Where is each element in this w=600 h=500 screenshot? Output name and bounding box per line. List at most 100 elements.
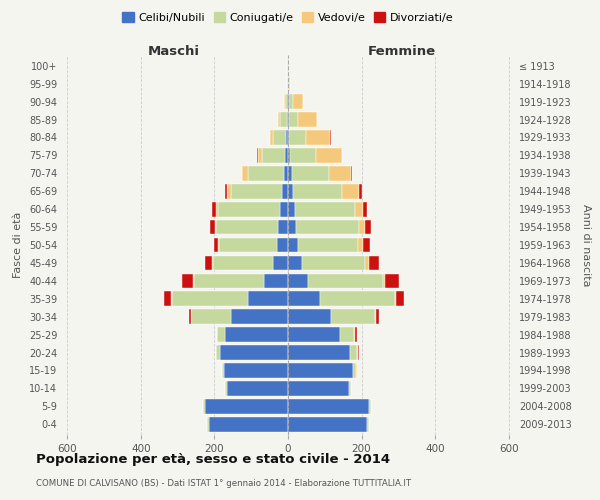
Bar <box>306 130 330 145</box>
Bar <box>288 328 340 342</box>
Bar <box>369 399 371 413</box>
Bar <box>189 310 191 324</box>
Bar <box>341 184 359 198</box>
Bar <box>226 381 227 396</box>
Bar <box>164 292 172 306</box>
Bar <box>355 202 363 216</box>
Bar <box>288 184 293 198</box>
Bar <box>329 166 351 180</box>
Bar <box>227 184 231 198</box>
Bar <box>308 274 383 288</box>
Bar <box>288 310 331 324</box>
Bar <box>212 202 216 216</box>
Bar <box>359 184 362 198</box>
Bar <box>298 112 317 127</box>
Bar <box>248 292 288 306</box>
Bar <box>365 220 371 234</box>
Bar <box>330 130 331 145</box>
Bar <box>242 166 248 180</box>
Bar <box>295 202 355 216</box>
Bar <box>331 310 375 324</box>
Bar <box>272 256 288 270</box>
Bar <box>287 112 288 127</box>
Bar <box>397 292 404 306</box>
Bar <box>355 328 357 342</box>
Text: Maschi: Maschi <box>148 44 200 58</box>
Bar <box>288 166 292 180</box>
Bar <box>375 310 376 324</box>
Bar <box>216 202 218 216</box>
Bar <box>288 417 367 432</box>
Legend: Celibi/Nubili, Coniugati/e, Vedovi/e, Divorziati/e: Celibi/Nubili, Coniugati/e, Vedovi/e, Di… <box>118 8 458 28</box>
Bar <box>217 328 226 342</box>
Bar <box>349 381 350 396</box>
Bar <box>231 184 283 198</box>
Bar <box>356 363 357 378</box>
Bar <box>288 112 289 127</box>
Bar <box>340 328 354 342</box>
Bar <box>288 381 349 396</box>
Bar <box>287 94 288 109</box>
Bar <box>209 417 288 432</box>
Bar <box>278 112 280 127</box>
Bar <box>227 381 288 396</box>
Bar <box>258 148 262 162</box>
Bar <box>285 148 288 162</box>
Bar <box>293 184 341 198</box>
Bar <box>212 256 213 270</box>
Bar <box>172 292 248 306</box>
Bar <box>289 130 306 145</box>
Bar <box>218 202 280 216</box>
Bar <box>288 345 350 360</box>
Bar <box>359 220 365 234</box>
Bar <box>284 166 288 180</box>
Bar <box>194 274 264 288</box>
Bar <box>293 94 304 109</box>
Bar <box>216 220 278 234</box>
Bar <box>363 202 367 216</box>
Bar <box>288 202 295 216</box>
Bar <box>278 220 288 234</box>
Bar <box>365 256 368 270</box>
Bar <box>231 310 288 324</box>
Bar <box>222 363 224 378</box>
Bar <box>292 166 329 180</box>
Text: Femmine: Femmine <box>368 44 436 58</box>
Bar <box>213 256 272 270</box>
Bar <box>215 345 220 360</box>
Bar <box>273 130 286 145</box>
Bar <box>288 363 353 378</box>
Bar <box>218 238 219 252</box>
Bar <box>288 292 320 306</box>
Bar <box>284 94 285 109</box>
Bar <box>358 238 363 252</box>
Bar <box>264 274 288 288</box>
Bar <box>367 417 369 432</box>
Bar <box>341 148 343 162</box>
Bar <box>203 399 205 413</box>
Bar <box>368 256 379 270</box>
Bar <box>357 345 358 360</box>
Bar <box>215 220 216 234</box>
Bar <box>205 399 288 413</box>
Bar <box>207 417 209 432</box>
Text: COMUNE DI CALVISANO (BS) - Dati ISTAT 1° gennaio 2014 - Elaborazione TUTTITALIA.: COMUNE DI CALVISANO (BS) - Dati ISTAT 1°… <box>36 479 411 488</box>
Bar <box>248 166 284 180</box>
Bar <box>288 94 289 109</box>
Bar <box>289 94 293 109</box>
Bar <box>298 238 358 252</box>
Bar <box>354 328 355 342</box>
Bar <box>286 130 288 145</box>
Bar <box>205 256 212 270</box>
Bar <box>226 328 288 342</box>
Bar <box>182 274 193 288</box>
Bar <box>351 166 352 180</box>
Bar <box>353 363 356 378</box>
Bar <box>211 220 215 234</box>
Bar <box>214 238 218 252</box>
Bar <box>280 112 287 127</box>
Bar <box>376 310 379 324</box>
Y-axis label: Anni di nascita: Anni di nascita <box>581 204 591 286</box>
Bar <box>302 256 365 270</box>
Bar <box>358 345 359 360</box>
